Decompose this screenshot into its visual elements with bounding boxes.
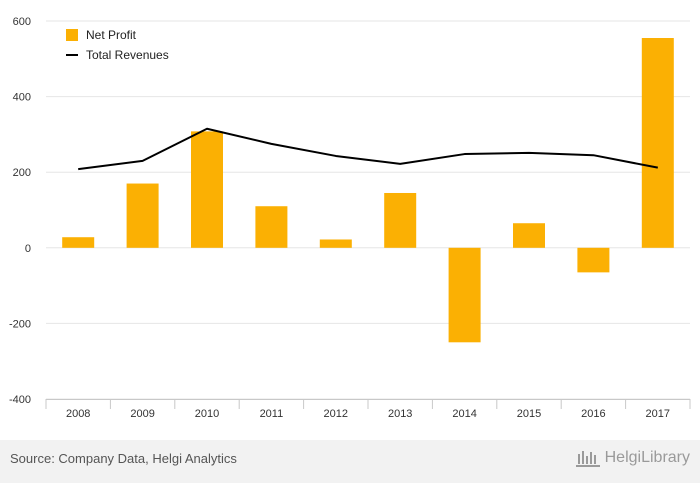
legend-label-net-profit[interactable]: Net Profit (86, 28, 137, 42)
bar-2016 (577, 247, 610, 273)
bar-2012 (319, 239, 352, 248)
bar-2008 (62, 237, 95, 248)
legend-swatch-net-profit[interactable] (66, 29, 78, 41)
axes: -400 -200 0 200 400 600 2008 2009 2010 2011 2012 20… (9, 16, 691, 420)
bar-2017 (641, 38, 674, 248)
x-tick-label-2008: 2008 (66, 408, 90, 420)
x-tick-label-2012: 2012 (324, 408, 348, 420)
legend: Net Profit Total Revenues (66, 28, 169, 62)
bar-2010 (191, 131, 223, 248)
line-path-total-revenues (78, 127, 658, 171)
brand-logo[interactable]: HelgiLibrary (575, 448, 690, 468)
bar-2009 (126, 183, 159, 248)
x-tick-label-2010: 2010 (195, 408, 219, 420)
legend-label-total-revenues[interactable]: Total Revenues (86, 48, 169, 62)
x-tick-label-2009: 2009 (130, 408, 154, 420)
x-tick-label-2014: 2014 (452, 408, 476, 420)
y-tick-label: -200 (9, 318, 31, 330)
brand-text: HelgiLibrary (604, 449, 690, 466)
x-tick-label-2011: 2011 (260, 408, 284, 420)
y-tick-label: -400 (9, 394, 31, 406)
library-columns-icon (575, 451, 600, 467)
bars-net-profit (62, 38, 674, 343)
source-note: Source: Company Data, Helgi Analytics (10, 451, 237, 466)
x-tick-label-2016: 2016 (581, 408, 605, 420)
y-tick-label: 600 (13, 16, 31, 28)
footer: Source: Company Data, Helgi Analytics He… (0, 440, 700, 483)
bar-2013 (384, 192, 417, 248)
chart-canvas: -400 -200 0 200 400 600 2008 2009 2010 2011 2012 20… (9, 16, 691, 420)
x-tick-label-2017: 2017 (646, 408, 670, 420)
bar-2014 (448, 247, 481, 343)
bar-2011 (255, 206, 288, 248)
x-tick-label-2015: 2015 (517, 408, 541, 420)
line-total-revenues (78, 127, 658, 171)
x-tick-label-2013: 2013 (388, 408, 412, 420)
y-tick-label: 0 (25, 243, 31, 255)
y-tick-label: 400 (13, 92, 31, 104)
y-tick-label: 200 (13, 167, 31, 179)
bar-2015 (513, 223, 545, 248)
